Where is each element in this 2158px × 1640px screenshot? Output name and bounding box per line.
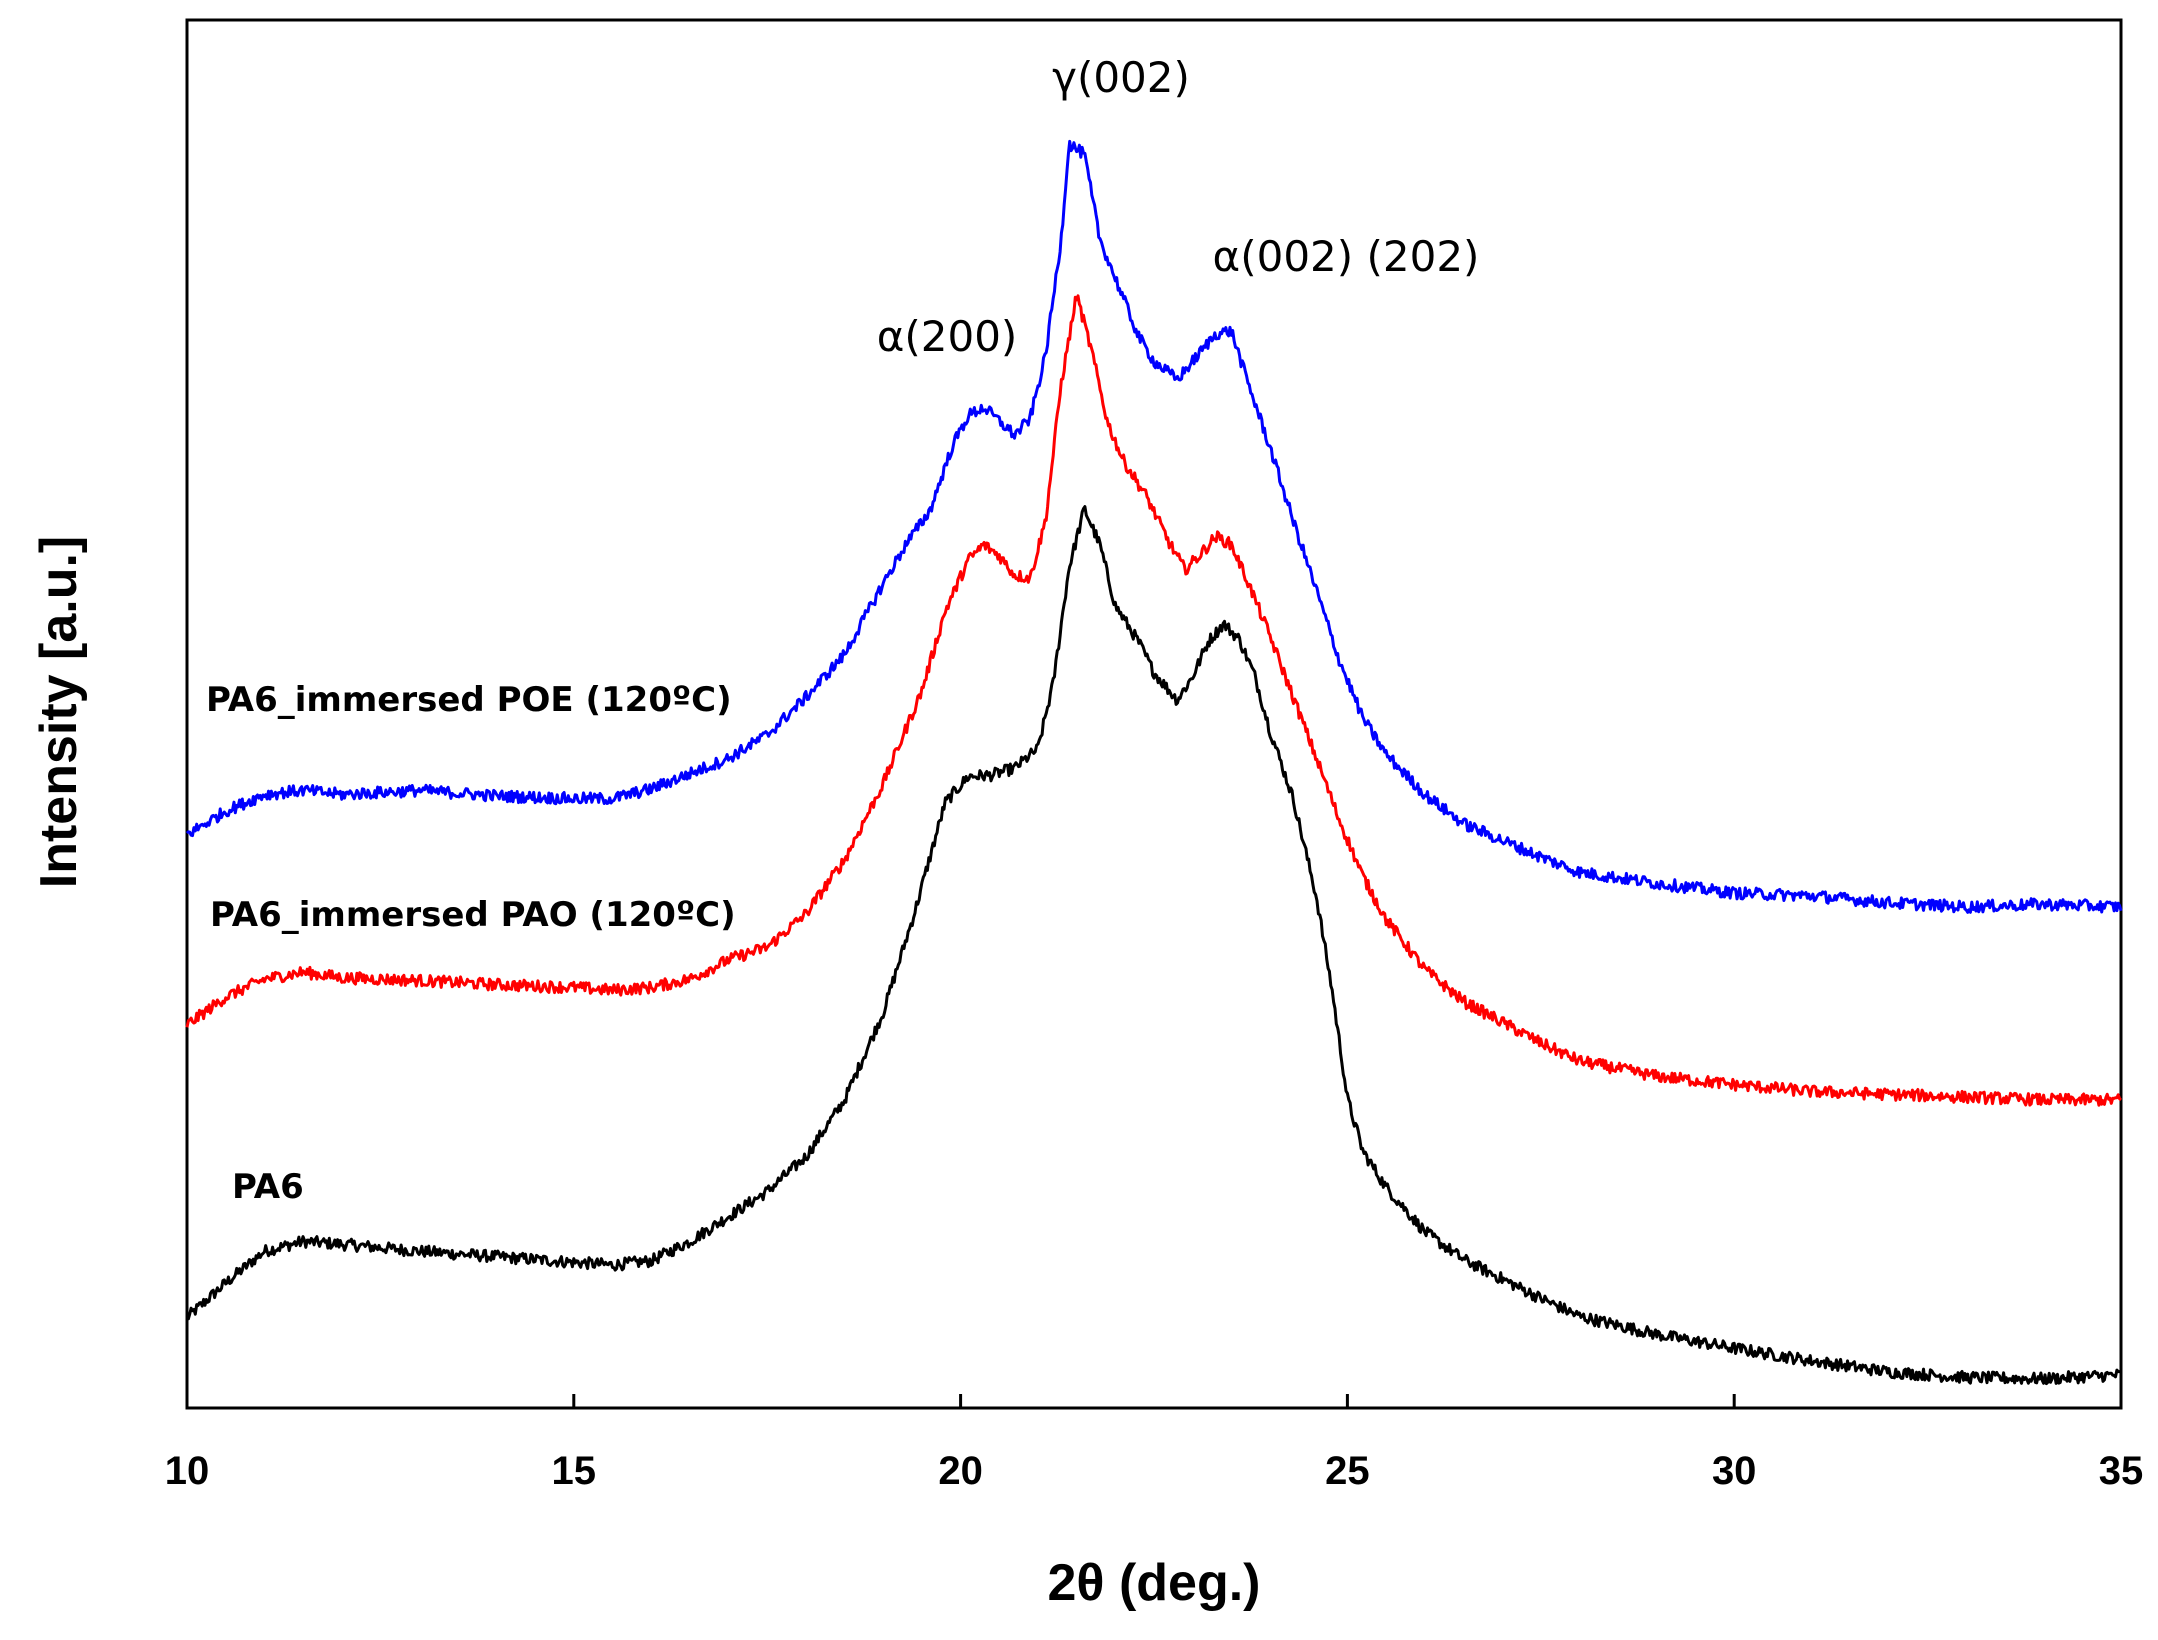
x-tick-label-35: 35 <box>2099 1449 2144 1493</box>
y-axis-title: Intensity [a.u.] <box>30 536 88 888</box>
series-layer <box>185 139 2123 1386</box>
plot-area-frame <box>185 18 2123 1410</box>
x-tick-label-20: 20 <box>938 1449 983 1493</box>
x-tick-label-10: 10 <box>165 1449 210 1493</box>
series-line-pa6 <box>185 505 2122 1386</box>
x-tick-label-25: 25 <box>1325 1449 1370 1493</box>
x-tick-label-15: 15 <box>552 1449 597 1493</box>
peak-label-alpha-200: α(200) <box>877 312 1018 361</box>
x-axis-title: 2θ (deg.) <box>1047 1554 1260 1612</box>
x-tick-label-30: 30 <box>1712 1449 1757 1493</box>
series-label-pa6: PA6 <box>232 1167 304 1207</box>
peak-label-gamma-002: γ(002) <box>1052 53 1190 102</box>
series-line-pa6-pao <box>185 294 2122 1107</box>
peak-label-alpha-002-202: α(002) (202) <box>1213 232 1480 281</box>
series-label-poe: PA6_immersed POE (120ºC) <box>206 680 732 720</box>
series-line-pa6-poe <box>185 139 2123 914</box>
series-label-pao: PA6_immersed PAO (120ºC) <box>210 895 736 935</box>
x-axis-ticks: 10 15 20 25 30 35 <box>165 1394 2144 1493</box>
